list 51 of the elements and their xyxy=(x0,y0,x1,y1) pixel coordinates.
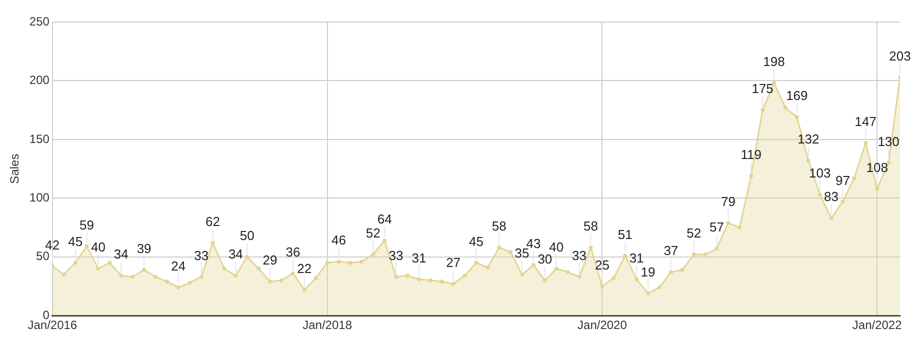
data-label: 52 xyxy=(366,226,380,241)
data-label: 132 xyxy=(798,132,820,147)
data-label: 40 xyxy=(91,240,106,255)
data-label: 203 xyxy=(889,48,911,64)
data-label: 57 xyxy=(710,220,724,235)
data-label: 34 xyxy=(228,246,243,262)
data-label: 130 xyxy=(878,134,900,150)
data-label: 45 xyxy=(68,234,83,249)
data-label: 33 xyxy=(388,248,404,263)
data-label: 45 xyxy=(468,234,484,249)
data-label: 37 xyxy=(664,243,678,258)
data-label: 46 xyxy=(332,232,346,248)
x-tick-label: Jan/2022 xyxy=(852,318,902,332)
data-label: 50 xyxy=(240,228,254,243)
data-label: 198 xyxy=(763,54,785,70)
data-label: 119 xyxy=(740,146,762,162)
data-label: 52 xyxy=(686,226,702,241)
data-label: 36 xyxy=(286,244,300,260)
data-label: 39 xyxy=(136,240,152,256)
y-axis-title: Sales xyxy=(8,154,22,184)
data-label: 24 xyxy=(171,258,186,274)
data-label: 83 xyxy=(824,189,839,204)
data-label: 79 xyxy=(720,194,736,209)
data-label: 58 xyxy=(492,218,506,234)
data-label: 33 xyxy=(572,248,587,263)
data-label: 58 xyxy=(584,218,598,234)
y-tick-label: 150 xyxy=(29,132,50,146)
data-label: 108 xyxy=(866,160,888,175)
data-label: 59 xyxy=(80,217,94,232)
data-label: 33 xyxy=(194,248,209,263)
data-label: 169 xyxy=(786,88,808,104)
data-label: 51 xyxy=(618,226,632,242)
data-label: 31 xyxy=(629,250,644,266)
data-label: 25 xyxy=(594,257,610,272)
data-label: 27 xyxy=(446,254,461,270)
y-tick-label: 250 xyxy=(29,14,50,28)
x-tick-label: Jan/2020 xyxy=(578,318,628,332)
data-label: 64 xyxy=(377,212,392,227)
data-label: 175 xyxy=(752,81,774,96)
data-label: 22 xyxy=(297,260,312,276)
data-label: 62 xyxy=(206,214,220,229)
data-label: 19 xyxy=(640,264,656,280)
data-label: 31 xyxy=(412,250,426,266)
data-label: 103 xyxy=(808,166,831,181)
data-label: 97 xyxy=(835,172,850,188)
data-label: 29 xyxy=(262,252,278,268)
data-label: 34 xyxy=(114,246,128,262)
y-tick-label: 100 xyxy=(29,190,50,204)
x-tick-label: Jan/2018 xyxy=(302,318,352,332)
y-tick-label: 200 xyxy=(29,73,50,88)
data-label: 147 xyxy=(854,114,876,130)
